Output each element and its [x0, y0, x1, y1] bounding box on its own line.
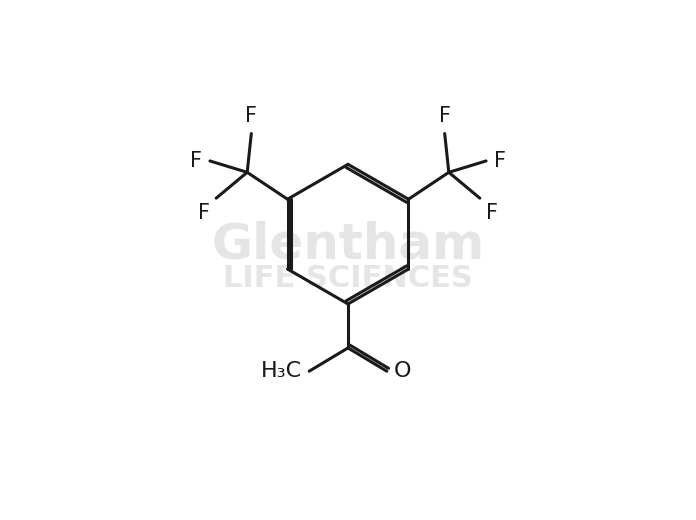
Text: Glentham: Glentham — [212, 220, 484, 268]
Text: F: F — [486, 203, 498, 224]
Text: F: F — [245, 106, 258, 126]
Text: F: F — [198, 203, 210, 224]
Text: H₃C: H₃C — [262, 361, 303, 381]
Text: O: O — [393, 361, 411, 381]
Text: F: F — [493, 151, 506, 171]
Text: F: F — [438, 106, 451, 126]
Text: F: F — [190, 151, 203, 171]
Text: LIFE SCIENCES: LIFE SCIENCES — [223, 264, 473, 293]
